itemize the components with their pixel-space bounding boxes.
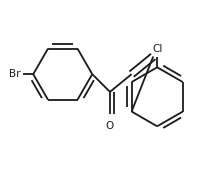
Text: O: O [106,121,114,131]
Text: Cl: Cl [152,44,162,54]
Text: Br: Br [9,69,20,79]
